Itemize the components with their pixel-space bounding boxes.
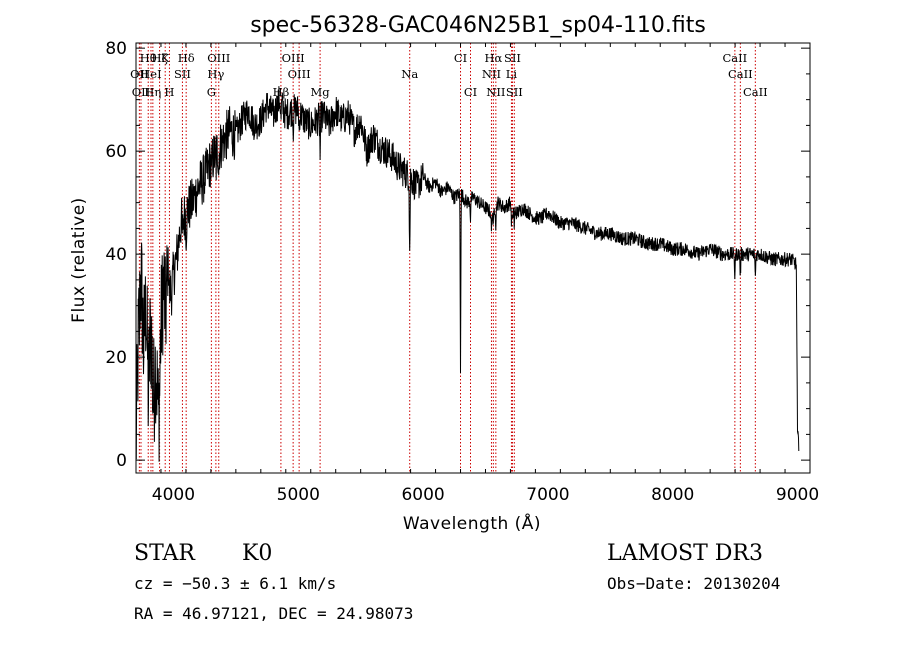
line-label-28: CaII bbox=[743, 85, 768, 99]
line-label-8: SII bbox=[504, 51, 521, 65]
object-subclass: K0 bbox=[242, 541, 272, 566]
x-tick-label: 4000 bbox=[152, 485, 195, 505]
x-axis: 4000 5000 6000 7000 8000 9000 bbox=[135, 43, 819, 505]
chart-title: spec-56328-GAC046N25B1_sp04-110.fits bbox=[250, 13, 706, 38]
line-label-1: Hζ bbox=[151, 51, 167, 65]
object-class: STAR bbox=[134, 541, 196, 566]
x-tick-label: 7000 bbox=[526, 485, 569, 505]
survey-name: LAMOST DR3 bbox=[607, 541, 763, 566]
line-label-6: CI bbox=[454, 51, 467, 65]
line-label-24: Mg bbox=[311, 85, 331, 99]
x-axis-label: Wavelength (Å) bbox=[403, 512, 541, 534]
line-label-21: H bbox=[164, 85, 174, 99]
plot-frame bbox=[135, 42, 811, 474]
redshift-velocity: cz = −50.3 ± 6.1 km/s bbox=[134, 574, 336, 593]
x-tick-label: 9000 bbox=[776, 485, 819, 505]
y-tick-label: 40 bbox=[105, 245, 127, 265]
line-label-2: K bbox=[161, 51, 170, 65]
x-tick-label: 6000 bbox=[401, 485, 444, 505]
line-label-7: Hα bbox=[484, 51, 502, 65]
line-label-17: Li bbox=[506, 67, 518, 81]
y-tick-label: 0 bbox=[116, 451, 127, 471]
line-label-5: OIII bbox=[282, 51, 305, 65]
line-label-12: SII bbox=[174, 67, 191, 81]
line-label-11: HeI bbox=[140, 67, 161, 81]
coordinates: RA = 46.97121, DEC = 24.98073 bbox=[134, 604, 413, 623]
line-label-23: Hβ bbox=[273, 85, 290, 99]
line-label-4: OIII bbox=[207, 51, 230, 65]
line-label-16: NII bbox=[482, 67, 501, 81]
line-label-27: SII bbox=[506, 85, 523, 99]
y-tick-label: 20 bbox=[105, 348, 127, 368]
y-tick-label: 60 bbox=[105, 142, 127, 162]
x-tick-label: 5000 bbox=[277, 485, 320, 505]
spectrum-line bbox=[136, 86, 800, 462]
line-label-18: CaII bbox=[728, 67, 753, 81]
y-axis: 0 20 40 60 80 bbox=[105, 39, 810, 471]
line-label-9: CaII bbox=[722, 51, 747, 65]
y-axis-label: Flux (relative) bbox=[69, 197, 89, 323]
line-label-0: Hθ bbox=[140, 51, 157, 65]
line-label-22: G bbox=[207, 85, 216, 99]
line-label-26: NII bbox=[486, 85, 505, 99]
line-label-20: Hη bbox=[144, 85, 161, 99]
y-tick-label: 80 bbox=[105, 39, 127, 59]
spectral-line-markers bbox=[138, 43, 756, 473]
line-label-15: Na bbox=[401, 67, 418, 81]
line-label-25: CI bbox=[464, 85, 477, 99]
line-label-3: Hδ bbox=[178, 51, 195, 65]
x-tick-label: 8000 bbox=[651, 485, 694, 505]
observation-date: Obs−Date: 20130204 bbox=[607, 574, 780, 593]
line-label-14: OIII bbox=[288, 67, 311, 81]
line-label-13: Hγ bbox=[207, 67, 224, 81]
